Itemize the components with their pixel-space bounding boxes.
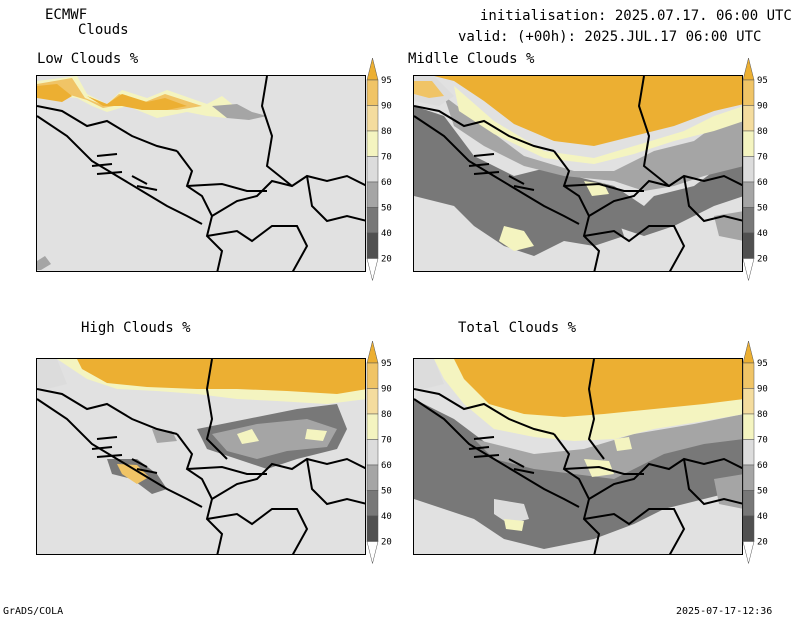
map-total-clouds [413, 358, 743, 555]
map-high-clouds [36, 358, 366, 555]
colorbar-total: 95 90 80 70 60 50 40 20 [742, 340, 773, 568]
map-low-clouds [36, 75, 366, 272]
colorbar-level-label: 90 [757, 102, 768, 112]
colorbar-level-label: 95 [757, 76, 768, 86]
colorbar-level-label: 40 [381, 229, 392, 239]
colorbar-svg: 95 90 80 70 60 50 40 20 [366, 57, 392, 281]
panel-title-high: High Clouds % [81, 320, 191, 336]
map-middle-clouds [413, 75, 743, 272]
colorbar-segment [742, 439, 755, 466]
colorbar-segment [742, 515, 755, 542]
colorbar-level-label: 20 [757, 255, 768, 265]
colorbar-segment [742, 79, 755, 106]
colorbar-top-arrow [742, 340, 755, 364]
colorbar-level-label: 90 [757, 385, 768, 395]
colorbar-segment [742, 207, 755, 234]
colorbar-level-label: 95 [757, 359, 768, 369]
colorbar-top-arrow [366, 57, 379, 81]
colorbar-level-label: 70 [381, 436, 392, 446]
colorbar-level-label: 60 [757, 461, 768, 471]
colorbar-segment [366, 181, 379, 208]
colorbar-segment [366, 464, 379, 491]
colorbar-segment [366, 515, 379, 542]
valid-time: valid: (+00h): 2025.JUL.17 06:00 UTC [458, 29, 762, 45]
init-time: initialisation: 2025.07.17. 06:00 UTC [480, 8, 792, 24]
colorbar-segment [366, 439, 379, 466]
colorbar-low: 95 90 80 70 60 50 40 20 [366, 57, 397, 285]
colorbar-level-label: 80 [757, 410, 768, 420]
colorbar-level-label: 60 [757, 178, 768, 188]
colorbar-segment [366, 79, 379, 106]
colorbar-bottom-arrow [366, 258, 379, 281]
colorbar-middle: 95 90 80 70 60 50 40 20 [742, 57, 773, 285]
colorbar-segment [366, 232, 379, 259]
footer-software: GrADS/COLA [3, 606, 64, 617]
colorbar-top-arrow [366, 340, 379, 364]
total-clouds-field [414, 359, 742, 549]
colorbar-segment [742, 490, 755, 517]
colorbar-level-label: 50 [381, 204, 392, 214]
panel-title-low: Low Clouds % [37, 51, 139, 67]
colorbar-segment [366, 413, 379, 440]
colorbar-bottom-arrow [742, 541, 755, 564]
colorbar-level-label: 40 [757, 512, 768, 522]
colorbar-level-label: 90 [381, 102, 392, 112]
colorbar-level-label: 80 [381, 410, 392, 420]
colorbar-svg: 95 90 80 70 60 50 40 20 [742, 340, 768, 564]
colorbar-segment [366, 207, 379, 234]
colorbar-level-label: 40 [381, 512, 392, 522]
low-clouds-field [37, 76, 267, 270]
colorbar-level-label: 20 [381, 538, 392, 548]
colorbar-segment [742, 130, 755, 157]
colorbar-segment [742, 181, 755, 208]
colorbar-segment [742, 388, 755, 415]
footer-timestamp: 2025-07-17-12:36 [676, 606, 773, 617]
colorbar-segment [742, 105, 755, 132]
low-clouds-borders [37, 76, 365, 271]
colorbar-svg: 95 90 80 70 60 50 40 20 [366, 340, 392, 564]
colorbar-level-label: 70 [757, 153, 768, 163]
colorbar-segment [742, 156, 755, 183]
colorbar-level-label: 50 [757, 204, 768, 214]
colorbar-level-label: 60 [381, 461, 392, 471]
colorbar-top-arrow [742, 57, 755, 81]
colorbar-segment [742, 362, 755, 389]
colorbar-level-label: 95 [381, 359, 392, 369]
model-label: ECMWF [45, 7, 88, 23]
colorbar-level-label: 50 [757, 487, 768, 497]
high-clouds-borders [37, 359, 365, 554]
colorbar-segment [742, 232, 755, 259]
total-clouds-borders [414, 359, 742, 554]
colorbar-segment [366, 362, 379, 389]
high-clouds-field [37, 359, 365, 494]
middle-clouds-borders [414, 76, 742, 271]
colorbar-segment [366, 490, 379, 517]
colorbar-level-label: 95 [381, 76, 392, 86]
colorbar-segment [366, 105, 379, 132]
colorbar-bottom-arrow [366, 541, 379, 564]
colorbar-segment [742, 464, 755, 491]
product-label: Clouds [78, 22, 129, 38]
colorbar-level-label: 50 [381, 487, 392, 497]
colorbar-high: 95 90 80 70 60 50 40 20 [366, 340, 397, 568]
colorbar-level-label: 20 [757, 538, 768, 548]
colorbar-level-label: 80 [381, 127, 392, 137]
colorbar-segment [366, 388, 379, 415]
colorbar-level-label: 60 [381, 178, 392, 188]
colorbar-level-label: 90 [381, 385, 392, 395]
colorbar-segment [742, 413, 755, 440]
colorbar-segment [366, 130, 379, 157]
colorbar-level-label: 70 [757, 436, 768, 446]
colorbar-level-label: 80 [757, 127, 768, 137]
colorbar-level-label: 40 [757, 229, 768, 239]
colorbar-level-label: 70 [381, 153, 392, 163]
colorbar-bottom-arrow [742, 258, 755, 281]
colorbar-svg: 95 90 80 70 60 50 40 20 [742, 57, 768, 281]
colorbar-segment [366, 156, 379, 183]
colorbar-level-label: 20 [381, 255, 392, 265]
panel-title-total: Total Clouds % [458, 320, 577, 336]
panel-title-middle: Midlle Clouds % [408, 51, 535, 67]
